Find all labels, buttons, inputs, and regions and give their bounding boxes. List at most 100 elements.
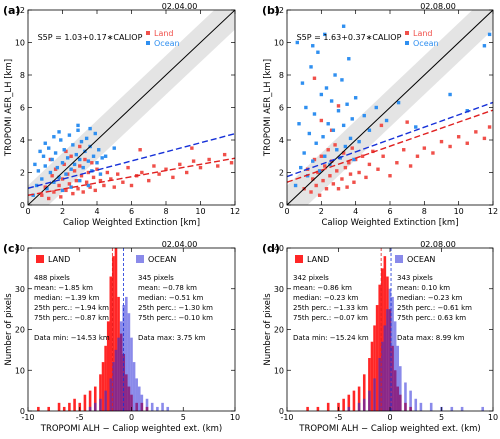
land-point	[336, 104, 341, 108]
panel-a: (a) 02.04.00 S5P = 1.03+0.17∗CALIOP LandOce…	[3, 2, 240, 228]
ocean-stat-extreme: Data max: 8.99 km	[397, 334, 465, 342]
y-tick-label: 10	[15, 366, 25, 375]
fit-equation: S5P = 1.03+0.17∗CALIOP	[38, 33, 143, 42]
land-bar	[373, 325, 376, 411]
legend-land-box	[36, 255, 44, 263]
ocean-point	[86, 183, 91, 188]
land-bar	[316, 406, 320, 411]
ocean-bar	[93, 402, 97, 411]
ocean-bar	[347, 406, 351, 411]
land-point	[112, 185, 116, 189]
land-stat-extreme: Data min: −15.24 km	[293, 334, 369, 342]
x-tick-label: 0	[284, 207, 289, 216]
ocean-bar	[88, 406, 92, 411]
x-tick-label: 8	[422, 207, 427, 216]
land-point	[321, 178, 325, 183]
legend-ocean-marker	[405, 41, 409, 45]
land-bar	[37, 406, 40, 411]
ocean-bar	[391, 296, 394, 411]
ocean-bar	[373, 378, 376, 411]
y-tick-label: 30	[274, 285, 284, 294]
x-axis-title: Caliop Weighted Extinction [km]	[321, 218, 458, 228]
land-stat-p75: 75th perc.: −0.07 km	[293, 314, 368, 322]
x-tick-label: 10	[230, 413, 240, 422]
ocean-stat-extreme: Data max: 3.75 km	[138, 334, 206, 342]
ocean-point	[323, 154, 327, 158]
land-point	[90, 161, 94, 165]
land-bar	[337, 402, 340, 411]
ocean-point	[414, 125, 418, 129]
ocean-bar	[450, 406, 454, 411]
ocean-bar	[429, 402, 433, 411]
panel-letter: (b)	[262, 4, 280, 17]
y-tick-label: 12	[15, 6, 25, 15]
land-bar	[326, 402, 330, 411]
one-to-one-line	[28, 10, 235, 205]
ocean-point	[311, 159, 315, 163]
ocean-bar	[145, 398, 149, 411]
land-point	[456, 135, 461, 139]
ocean-bar	[161, 402, 164, 411]
ocean-stat-pixels_line: 345 pixels	[138, 274, 174, 282]
ocean-point	[465, 109, 469, 113]
ocean-stat-mean: mean: 0.10 km	[397, 284, 450, 292]
land-point	[47, 196, 51, 201]
land-point	[84, 180, 89, 184]
ocean-point	[36, 169, 41, 173]
y-tick-label: 2	[279, 169, 284, 178]
land-point	[316, 170, 320, 175]
land-point	[157, 172, 161, 176]
land-stat-pixels_line: 342 pixels	[293, 274, 329, 282]
land-point	[388, 174, 392, 178]
land-point	[347, 161, 351, 165]
ocean-point	[71, 143, 75, 147]
land-point	[395, 161, 399, 165]
ocean-point	[345, 102, 349, 106]
land-point	[323, 164, 327, 168]
x-tick-label: 12	[230, 207, 240, 216]
ocean-bar	[114, 349, 118, 411]
ocean-point	[31, 193, 35, 197]
land-point	[311, 177, 315, 181]
legend-ocean-label: Ocean	[154, 39, 180, 48]
ocean-point	[72, 162, 77, 167]
land-point	[381, 154, 385, 158]
panel-c: (c) 02.04.00 LAND OCEAN 488 pixels mean: −1.8…	[3, 240, 240, 434]
land-bar	[370, 341, 374, 411]
land-point	[64, 188, 68, 193]
legend-ocean-marker	[146, 41, 150, 45]
y-tick-label: 8	[279, 71, 284, 80]
x-tick-label: 8	[163, 207, 168, 216]
legend-land-marker	[146, 31, 150, 35]
ocean-point	[40, 177, 44, 181]
ocean-point	[326, 122, 330, 126]
land-bar	[106, 321, 110, 411]
ocean-point	[76, 128, 80, 132]
ocean-point	[353, 96, 358, 100]
land-bar	[93, 386, 97, 411]
ocean-point	[65, 156, 70, 160]
ocean-point	[341, 24, 346, 28]
land-point	[152, 164, 156, 168]
land-point	[343, 165, 348, 170]
land-stat-mean: mean: −0.86 km	[293, 284, 352, 292]
y-tick-label: 2	[20, 169, 25, 178]
ocean-point	[396, 100, 401, 105]
panel-letter: (a)	[3, 4, 20, 17]
x-tick-label: 4	[353, 207, 358, 216]
ocean-point	[55, 165, 60, 170]
land-point	[86, 170, 91, 175]
land-point	[333, 143, 337, 147]
ocean-point	[311, 44, 315, 48]
land-bar	[101, 362, 105, 411]
panel-letter: (d)	[262, 242, 280, 255]
land-point	[341, 151, 346, 155]
ocean-bar	[127, 313, 131, 411]
ocean-point	[374, 105, 378, 110]
land-point	[415, 154, 420, 158]
x-tick-label: 10	[454, 207, 464, 216]
y-tick-label: 30	[15, 285, 25, 294]
panel-date: 02.08.00	[420, 240, 456, 249]
legend-land-marker	[405, 31, 409, 35]
land-bar	[114, 248, 118, 411]
